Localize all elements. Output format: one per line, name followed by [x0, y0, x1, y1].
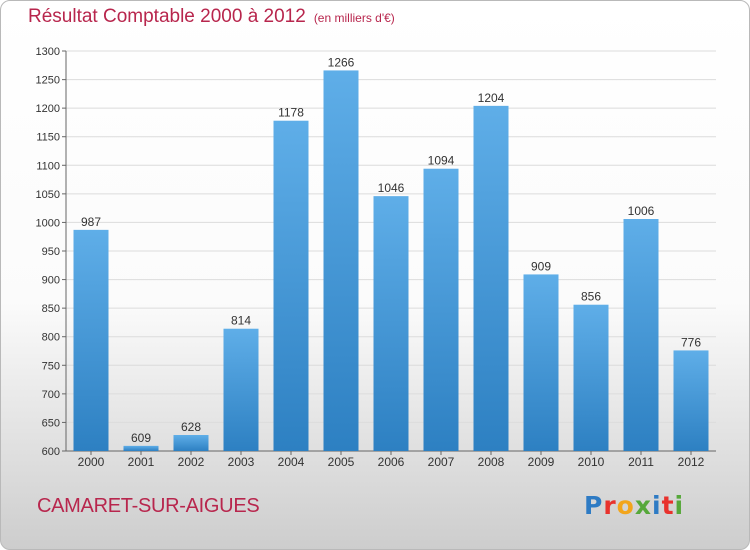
bar — [573, 304, 609, 451]
y-tick-label: 600 — [42, 446, 60, 458]
bar — [423, 168, 459, 451]
chart-unit: (en milliers d'€) — [313, 11, 395, 25]
x-tick-label: 2002 — [178, 455, 205, 469]
x-tick-label: 2006 — [378, 455, 405, 469]
data-label: 1046 — [378, 181, 405, 195]
data-label: 1178 — [278, 106, 304, 120]
brand-letter: i — [652, 491, 662, 520]
brand-letter: r — [603, 491, 617, 520]
y-tick-label: 1200 — [36, 103, 60, 115]
data-label: 776 — [681, 335, 701, 349]
x-tick-label: 2008 — [478, 455, 505, 469]
x-tick-label: 2000 — [78, 455, 105, 469]
bar — [223, 328, 259, 451]
x-tick-label: 2003 — [228, 455, 255, 469]
x-tick-label: 2004 — [278, 455, 305, 469]
labels: 600 650 700 750 800 850 900 950 1000 1050 1100 1150… — [36, 46, 705, 469]
x-tick-label: 2012 — [678, 455, 705, 469]
bar — [73, 229, 109, 451]
y-tick-label: 850 — [42, 303, 60, 315]
x-tick-label: 2007 — [428, 455, 455, 469]
data-label: 1006 — [628, 204, 655, 218]
data-label: 1266 — [328, 55, 355, 69]
commune-name: CAMARET-SUR-AIGUES — [37, 495, 260, 517]
data-label: 814 — [231, 314, 251, 328]
bar — [123, 445, 159, 451]
chart-title: Résultat Comptable 2000 à 2012 (en millie… — [28, 6, 395, 28]
bar — [373, 196, 409, 451]
data-label: 909 — [531, 259, 551, 273]
data-label: 987 — [81, 215, 101, 229]
bar — [473, 105, 509, 451]
y-tick-label: 950 — [42, 246, 60, 258]
y-tick-label: 1050 — [36, 189, 60, 201]
y-tick-label: 1000 — [36, 217, 60, 229]
y-tick-label: 900 — [42, 275, 60, 287]
y-tick-label: 650 — [42, 417, 60, 429]
brand-logo: Proxiti — [584, 491, 684, 520]
data-label: 628 — [181, 420, 201, 434]
bar — [273, 120, 309, 451]
data-label: 1094 — [428, 154, 455, 168]
brand-letter: o — [616, 491, 635, 520]
bar — [673, 350, 709, 451]
x-tick-label: 2005 — [328, 455, 355, 469]
x-tick-label: 2011 — [628, 455, 654, 469]
bar — [173, 435, 209, 451]
y-tick-label: 700 — [42, 389, 60, 401]
brand-letter: x — [634, 491, 652, 520]
data-label: 609 — [131, 431, 151, 445]
brand-letter: P — [584, 491, 604, 520]
x-tick-label: 2001 — [128, 455, 155, 469]
brand-letter: t — [661, 491, 675, 520]
x-tick-label: 2010 — [578, 455, 605, 469]
data-label: 856 — [581, 290, 601, 304]
bar — [323, 70, 359, 451]
y-tick-label: 800 — [42, 332, 60, 344]
bar — [623, 219, 659, 451]
y-tick-label: 1250 — [36, 75, 60, 87]
data-label: 1204 — [478, 91, 505, 105]
bars — [73, 70, 709, 451]
x-tick-label: 2009 — [528, 455, 555, 469]
brand-letter: i — [674, 491, 685, 520]
y-tick-label: 1150 — [36, 132, 60, 144]
y-tick-label: 750 — [42, 360, 60, 372]
y-tick-label: 1100 — [36, 160, 60, 172]
y-tick-label: 1300 — [36, 46, 60, 58]
bar — [523, 274, 559, 451]
chart-title-text: Résultat Comptable 2000 à 2012 — [28, 6, 306, 27]
